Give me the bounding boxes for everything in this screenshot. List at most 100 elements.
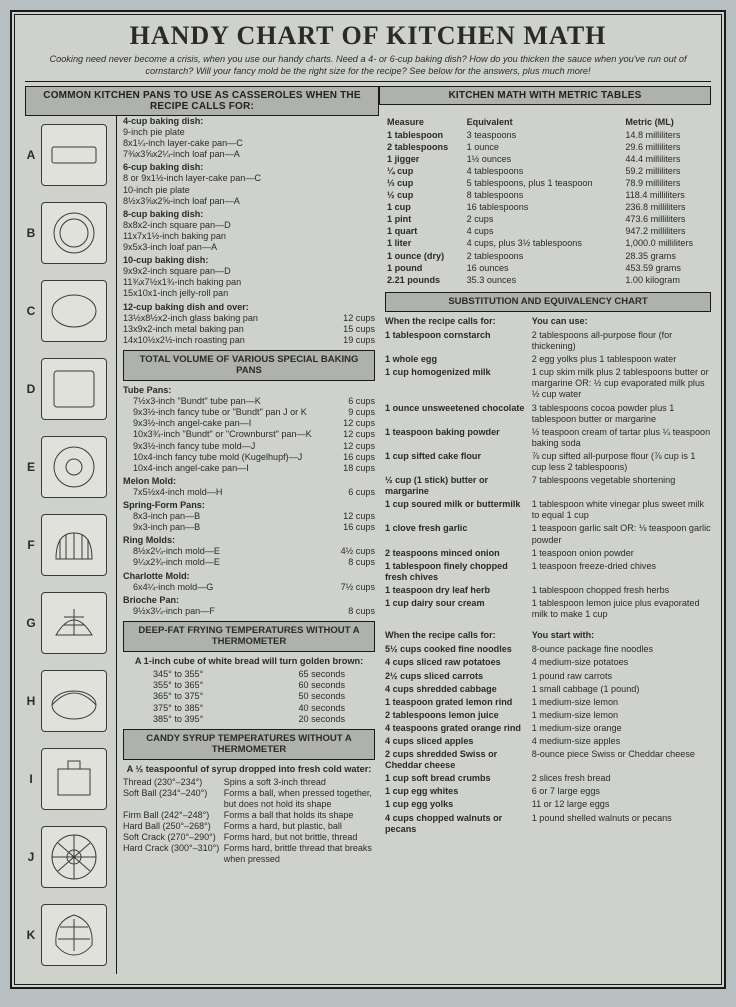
fry-time: 50 seconds: [298, 691, 345, 702]
sub-use: 1 teaspoon garlic salt OR: ⅛ teaspoon ga…: [532, 523, 711, 545]
sub-when: 2 cups shredded Swiss or Cheddar cheese: [385, 749, 532, 771]
candy-intro: A ½ teaspoonful of syrup dropped into fr…: [123, 764, 375, 775]
volume-cups: 12 cups: [337, 418, 375, 429]
subs-list-1: 1 tablespoon cornstarch2 tablespoons all…: [385, 330, 711, 620]
sub-when: 1 cup egg whites: [385, 786, 532, 797]
fry-list: 345° to 355°65 seconds355° to 365°60 sec…: [123, 669, 375, 724]
pans-heading: COMMON KITCHEN PANS TO USE AS CASSEROLES…: [25, 86, 379, 116]
metric-cell: 1 ounce (dry): [385, 250, 465, 262]
sub-when: 2 teaspoons minced onion: [385, 548, 532, 559]
candy-row: Hard Crack (300°–310°)Forms hard, brittl…: [123, 843, 375, 865]
sub-when: 4 cups chopped walnuts or pecans: [385, 813, 532, 835]
sub-row: 1 teaspoon baking powder½ teaspoon cream…: [385, 427, 711, 449]
pan-letter: K: [25, 928, 37, 942]
pan-row: H: [25, 662, 112, 740]
volume-group: Spring-Form Pans:8x3-inch pan—B12 cups9x…: [123, 500, 375, 533]
sub-use: 1 tablespoon chopped fresh herbs: [532, 585, 711, 596]
volume-head: Charlotte Mold:: [123, 571, 375, 582]
candy-row: Soft Crack (270°–290°)Forms hard, but no…: [123, 832, 375, 843]
pan-icons-column: A B C D E F G H I J K: [25, 116, 117, 974]
sub-use: 1 small cabbage (1 pound): [532, 684, 711, 695]
pan-row: J: [25, 818, 112, 896]
sub-use: ½ teaspoon cream of tartar plus ¼ teaspo…: [532, 427, 711, 449]
metric-cell: 1 cup: [385, 202, 465, 214]
fry-temp: 375° to 385°: [153, 703, 298, 714]
volume-group: Melon Mold:7x5½x4-inch mold—H6 cups: [123, 476, 375, 498]
sub-when: 1 clove fresh garlic: [385, 523, 532, 545]
metric-cell: 1.00 kilogram: [623, 274, 711, 286]
sub-when: 1 teaspoon dry leaf herb: [385, 585, 532, 596]
sub-when: 1 cup egg yolks: [385, 799, 532, 810]
volume-group: Charlotte Mold:6x4¼-inch mold—G7½ cups: [123, 571, 375, 593]
volume-item: 9x3-inch pan—B: [123, 522, 337, 533]
volume-item: 9½x3¼-inch pan—F: [123, 606, 342, 617]
metric-cell: 473.6 milliliters: [623, 214, 711, 226]
sub-use: 4 medium-size potatoes: [532, 657, 711, 668]
candy-row: Soft Ball (234°–240°)Forms a ball, when …: [123, 788, 375, 810]
sub-when: 4 cups sliced raw potatoes: [385, 657, 532, 668]
fry-intro: A 1-inch cube of white bread will turn g…: [123, 656, 375, 667]
sub-row: 1 clove fresh garlic1 teaspoon garlic sa…: [385, 523, 711, 545]
metric-cell: 8 tablespoons: [465, 190, 624, 202]
pan-letter: F: [25, 538, 37, 552]
subs-col2-h: You can use:: [532, 316, 711, 327]
baking-line: 9-inch pie plate: [123, 127, 375, 138]
metric-cell: 16 ounces: [465, 262, 624, 274]
baking-head: 12-cup baking dish and over:: [123, 302, 375, 313]
baking-group: 10-cup baking dish:9x9x2-inch square pan…: [123, 255, 375, 299]
candy-desc: Forms a ball that holds its shape: [224, 810, 375, 821]
metric-cell: 1 ounce: [465, 141, 624, 153]
volumes-list: Tube Pans:7½x3-inch "Bundt" tube pan—K6 …: [123, 385, 375, 617]
pan-icon: [41, 436, 107, 498]
candy-stage: Soft Crack (270°–290°): [123, 832, 224, 843]
metric-heading: KITCHEN MATH WITH METRIC TABLES: [379, 86, 711, 105]
sub-row: 4 cups chopped walnuts or pecans1 pound …: [385, 813, 711, 835]
pan-row: C: [25, 272, 112, 350]
pan-row: K: [25, 896, 112, 974]
sub-use: 1 tablespoon lemon juice plus evaporated…: [532, 598, 711, 620]
subs-list-2: 5½ cups cooked fine noodles8-ounce packa…: [385, 644, 711, 834]
fry-row: 365° to 375°50 seconds: [153, 691, 345, 702]
baking-head: 6-cup baking dish:: [123, 162, 375, 173]
volume-cups: 6 cups: [342, 396, 375, 407]
volume-cups: 9 cups: [342, 407, 375, 418]
metric-cell: ⅓ cup: [385, 177, 465, 189]
pan-letter: E: [25, 460, 37, 474]
pan-icon: [41, 124, 107, 186]
volume-head: Brioche Pan:: [123, 595, 375, 606]
sub-when: 4 cups shredded cabbage: [385, 684, 532, 695]
volume-head: Spring-Form Pans:: [123, 500, 375, 511]
sub-row: 1 cup soured milk or buttermilk1 tablesp…: [385, 499, 711, 521]
subs2-col1-h: When the recipe calls for:: [385, 630, 532, 641]
sub-use: 1 pound shelled walnuts or pecans: [532, 813, 711, 835]
baking-head: 8-cup baking dish:: [123, 209, 375, 220]
sub-use: 1 medium-size lemon: [532, 710, 711, 721]
metric-cell: 1 quart: [385, 226, 465, 238]
baking-line: 7⅜x3⅝x2¼-inch loaf pan—A: [123, 149, 375, 160]
sub-when: 1 cup soured milk or buttermilk: [385, 499, 532, 521]
metric-cell: 44.4 milliliters: [623, 153, 711, 165]
baking-cups: 19 cups: [343, 335, 375, 346]
page-title: HANDY CHART OF KITCHEN MATH: [25, 21, 711, 51]
candy-row: Thread (230°–234°)Spins a soft 3-inch th…: [123, 777, 375, 788]
sub-use: 1 teaspoon freeze-dried chives: [532, 561, 711, 583]
sub-when: 1 cup sifted cake flour: [385, 451, 532, 473]
fry-temp: 345° to 355°: [153, 669, 298, 680]
sub-when: 2½ cups sliced carrots: [385, 671, 532, 682]
sub-row: 4 cups shredded cabbage1 small cabbage (…: [385, 684, 711, 695]
volume-item: 9x3½-inch angel-cake pan—I: [123, 418, 337, 429]
volume-item: 10x4-inch angel-cake pan—I: [123, 463, 337, 474]
page-frame: HANDY CHART OF KITCHEN MATH Cooking need…: [10, 10, 726, 989]
metric-cell: 14.8 milliliters: [623, 129, 711, 141]
metric-cell: 2.21 pounds: [385, 274, 465, 286]
divider: [25, 81, 711, 82]
pan-letter: I: [25, 772, 37, 786]
baking-group: 8-cup baking dish:8x8x2-inch square pan—…: [123, 209, 375, 253]
sub-row: 4 cups sliced apples4 medium-size apples: [385, 736, 711, 747]
metric-cell: 1 pound: [385, 262, 465, 274]
volume-item: 9¼x2¾-inch mold—E: [123, 557, 342, 568]
fry-time: 40 seconds: [298, 703, 345, 714]
sub-row: 1 teaspoon grated lemon rind1 medium-siz…: [385, 697, 711, 708]
metric-col: Metric (ML): [623, 116, 711, 129]
metric-cell: 1 tablespoon: [385, 129, 465, 141]
